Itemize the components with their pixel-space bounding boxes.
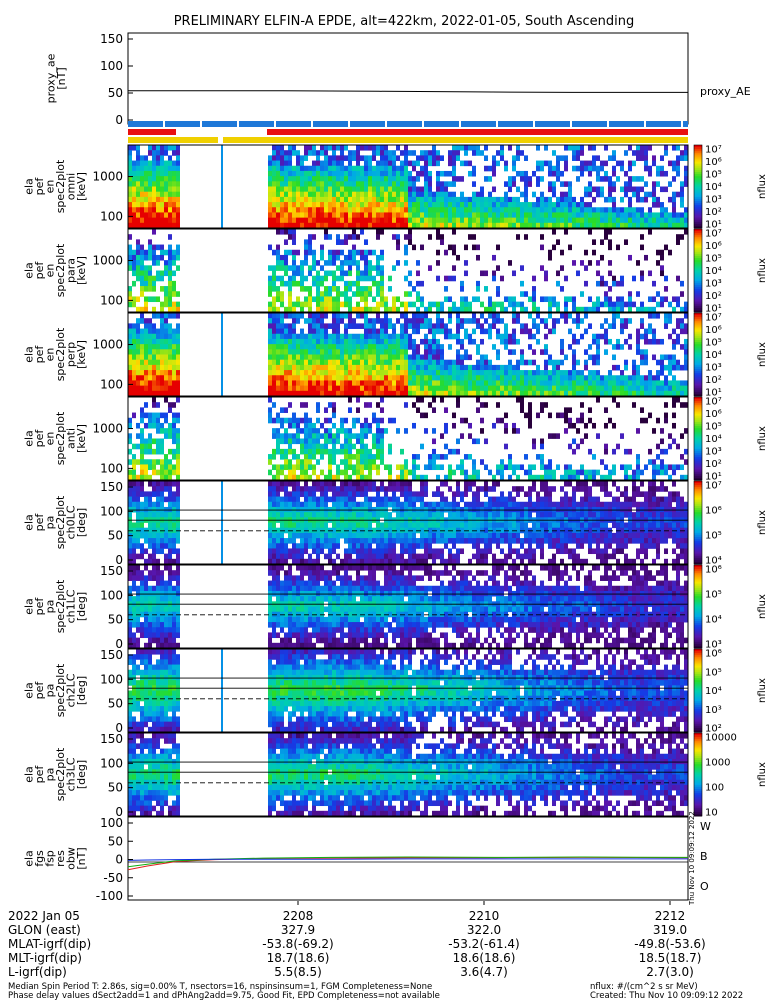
ytick-s1-0: 1000 xyxy=(92,170,123,184)
row-glon-v2: 322.0 xyxy=(467,923,501,937)
row-mlat-v3: -49.8(-53.6) xyxy=(634,937,705,951)
ytick-p2-0: 150 xyxy=(100,564,123,578)
status-bars xyxy=(128,121,688,143)
ytick-p3-1: 100 xyxy=(100,672,123,686)
ytick-p4-2: 50 xyxy=(108,781,123,795)
x-date: 2022 Jan 05 xyxy=(8,909,80,923)
ytick-s1-1: 100 xyxy=(100,209,123,223)
row-glon-v3: 319.0 xyxy=(653,923,687,937)
spectrogram-p2 xyxy=(128,565,688,649)
row-mlt-v3: 18.5(18.7) xyxy=(639,951,702,965)
b-legend-w: W xyxy=(700,820,711,833)
row-l-v2: 3.6(4.7) xyxy=(460,965,508,979)
b-field-b-line xyxy=(127,856,689,868)
spectrogram-s2 xyxy=(128,229,688,313)
footer-line1: Median Spin Period T: 2.86s, sig=0.00% T… xyxy=(8,982,432,992)
ytick-b-4: -100 xyxy=(96,889,123,903)
ytick-s4-0: 1000 xyxy=(92,422,123,436)
b-legend-o: O xyxy=(700,880,709,893)
ytick-s2-1: 100 xyxy=(100,293,123,307)
ytick-p2-3: 0 xyxy=(115,637,123,651)
ytick-p2-2: 50 xyxy=(108,613,123,627)
spectrogram-p4 xyxy=(128,733,688,817)
panel-proxy-ae: proxy_AE xyxy=(128,85,751,98)
ytick-p2-1: 100 xyxy=(100,588,123,602)
ytick-p1-0: 150 xyxy=(100,480,123,494)
ytick-s2-0: 1000 xyxy=(92,254,123,268)
row-mlt-v2: 18.6(18.6) xyxy=(453,951,516,965)
ytick-s4-1: 100 xyxy=(100,461,123,475)
row-mlat-v2: -53.2(-61.4) xyxy=(448,937,519,951)
ytick-ae-2: 50 xyxy=(108,86,123,100)
footer-created: Created: Thu Nov 10 09:09:12 2022 xyxy=(590,991,743,1000)
ytick-p3-3: 0 xyxy=(115,721,123,735)
proxy-ae-line xyxy=(128,90,688,93)
side-stamp: Thu Nov 10 09:09:12 2022 xyxy=(688,811,696,906)
ytick-p3-0: 150 xyxy=(100,648,123,662)
ytick-p3-2: 50 xyxy=(108,697,123,711)
chart-title: PRELIMINARY ELFIN-A EPDE, alt=422km, 202… xyxy=(174,14,635,29)
row-glon-v1: 327.9 xyxy=(281,923,315,937)
ytick-s3-0: 1000 xyxy=(92,338,123,352)
b-legend-b: B xyxy=(700,850,708,863)
spectrogram-s4 xyxy=(128,397,688,481)
ytick-b-2: 0 xyxy=(115,853,123,867)
ytick-b-0: 100 xyxy=(100,816,123,830)
spectrogram-p1 xyxy=(128,481,688,565)
footer-nflux-unit: nflux: #/(cm^2 s sr MeV) xyxy=(590,982,698,992)
ytick-ae-3: 0 xyxy=(115,113,123,127)
ytick-ae-0: 150 xyxy=(100,32,123,46)
row-l-v1: 5.5(8.5) xyxy=(274,965,322,979)
footer-line2: Phase delay values dSect2add=1 and dPhAn… xyxy=(8,991,440,1000)
spectrogram-p3 xyxy=(128,649,688,733)
b-field-o-line xyxy=(127,858,688,861)
row-mlat-v1: -53.8(-69.2) xyxy=(262,937,333,951)
ytick-p1-1: 100 xyxy=(100,504,123,518)
x-tick-1: 2208 xyxy=(283,909,314,923)
spectrogram-s3 xyxy=(128,313,688,397)
row-l-v3: 2.7(3.0) xyxy=(646,965,694,979)
ytick-p4-3: 0 xyxy=(115,805,123,819)
x-tick-3: 2212 xyxy=(655,909,686,923)
ytick-p1-2: 50 xyxy=(108,529,123,543)
ytick-p1-3: 0 xyxy=(115,553,123,567)
row-l-label: L-igrf(dip) xyxy=(8,965,67,979)
ytick-s3-1: 100 xyxy=(100,377,123,391)
ytick-p4-0: 150 xyxy=(100,732,123,746)
ytick-b-1: 50 xyxy=(108,834,123,848)
row-mlat-label: MLAT-igrf(dip) xyxy=(8,937,91,951)
ytick-p4-1: 100 xyxy=(100,756,123,770)
ytick-ae-1: 100 xyxy=(100,59,123,73)
spectrogram-s1 xyxy=(128,145,688,229)
row-glon-label: GLON (east) xyxy=(8,923,81,937)
row-mlt-label: MLT-igrf(dip) xyxy=(8,951,82,965)
panel-b-field: W B O xyxy=(127,820,711,893)
x-axis xyxy=(297,901,671,905)
row-mlt-v1: 18.7(18.6) xyxy=(267,951,330,965)
ae-legend: proxy_AE xyxy=(700,85,751,98)
x-tick-2: 2210 xyxy=(469,909,500,923)
ytick-b-3: -50 xyxy=(103,871,123,885)
